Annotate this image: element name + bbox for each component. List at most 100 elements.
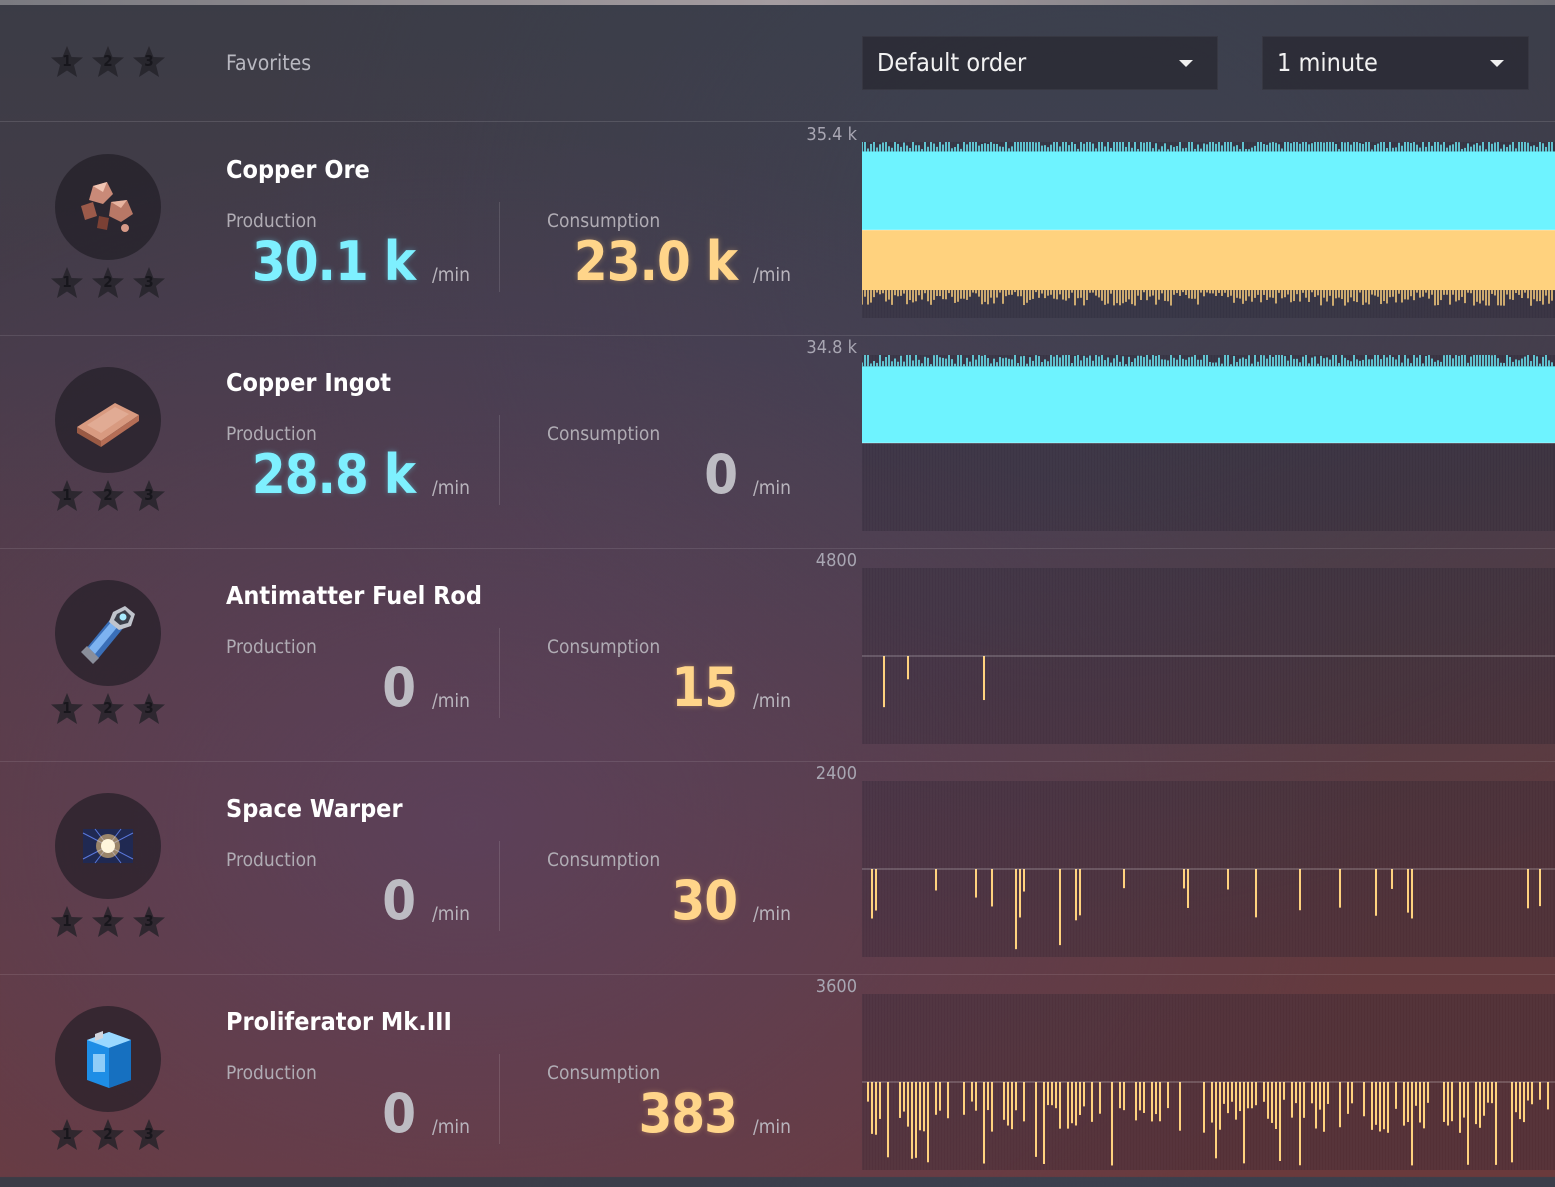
column-divider bbox=[499, 1054, 500, 1144]
consumption-value: 30 bbox=[671, 869, 738, 932]
star-icon bbox=[51, 906, 83, 937]
star-icon bbox=[133, 267, 165, 298]
production-value: 30.1 k bbox=[251, 230, 416, 293]
item-row-copper-ore[interactable]: 1 2 3 Copper Ore Production Consumption … bbox=[0, 122, 1555, 336]
consumption-value: 0 bbox=[704, 443, 738, 506]
star-2-toggle[interactable]: 2 bbox=[91, 1118, 125, 1152]
star-icon bbox=[51, 480, 83, 511]
antimatter-fuel-rod-icon bbox=[81, 606, 135, 664]
item-icon-frame bbox=[55, 793, 161, 899]
item-favorite-stars: 1 2 3 bbox=[50, 266, 166, 300]
consumption-value: 383 bbox=[638, 1082, 738, 1145]
star-number: 3 bbox=[144, 699, 154, 717]
consumption-label: Consumption bbox=[547, 423, 661, 445]
star-icon bbox=[133, 46, 165, 77]
star-number: 3 bbox=[144, 52, 154, 70]
star-number: 3 bbox=[144, 1125, 154, 1143]
production-value: 0 bbox=[382, 656, 416, 719]
star-icon bbox=[92, 46, 124, 77]
star-number: 3 bbox=[144, 273, 154, 291]
star-icon bbox=[92, 1119, 124, 1150]
consumption-label: Consumption bbox=[547, 636, 661, 658]
star-icon bbox=[51, 693, 83, 724]
copper-ingot-icon bbox=[77, 403, 139, 447]
star-number: 1 bbox=[62, 52, 72, 70]
item-name: Antimatter Fuel Rod bbox=[226, 581, 482, 610]
production-value: 0 bbox=[382, 869, 416, 932]
star-3-toggle[interactable]: 3 bbox=[132, 479, 166, 513]
consumption-label: Consumption bbox=[547, 849, 661, 871]
star-2-toggle[interactable]: 2 bbox=[91, 45, 125, 79]
item-name: Copper Ore bbox=[226, 155, 370, 184]
star-icon bbox=[92, 480, 124, 511]
chart-background bbox=[862, 781, 1555, 957]
item-icon-frame bbox=[55, 580, 161, 686]
space-warper-icon bbox=[82, 828, 134, 864]
item-icon-frame bbox=[55, 367, 161, 473]
chart-background bbox=[862, 568, 1555, 744]
star-icon bbox=[51, 1119, 83, 1150]
star-3-toggle[interactable]: 3 bbox=[132, 692, 166, 726]
star-1-toggle[interactable]: 1 bbox=[50, 479, 84, 513]
star-number: 1 bbox=[62, 486, 72, 504]
star-number: 3 bbox=[144, 486, 154, 504]
star-3-toggle[interactable]: 3 bbox=[132, 1118, 166, 1152]
top-accent-line bbox=[0, 0, 1555, 5]
star-1-toggle[interactable]: 1 bbox=[50, 692, 84, 726]
item-favorite-stars: 1 2 3 bbox=[50, 479, 166, 513]
sort-order-value: Default order bbox=[877, 48, 1027, 77]
item-name: Copper Ingot bbox=[226, 368, 392, 397]
star-icon bbox=[92, 693, 124, 724]
production-label: Production bbox=[226, 636, 317, 658]
production-value: 0 bbox=[382, 1082, 416, 1145]
production-value: 28.8 k bbox=[251, 443, 416, 506]
consumption-label: Consumption bbox=[547, 1062, 661, 1084]
production-consumption-chart bbox=[862, 355, 1555, 531]
item-row-antimatter-fuel-rod[interactable]: 1 2 3 Antimatter Fuel Rod Production Con… bbox=[0, 548, 1555, 762]
star-icon bbox=[92, 267, 124, 298]
chevron-down-icon bbox=[1490, 60, 1504, 67]
star-1-toggle[interactable]: 1 bbox=[50, 1118, 84, 1152]
favorites-label: Favorites bbox=[226, 51, 312, 75]
star-2-toggle[interactable]: 2 bbox=[91, 905, 125, 939]
star-number: 1 bbox=[62, 273, 72, 291]
production-unit: /min bbox=[432, 264, 470, 286]
production-label: Production bbox=[226, 423, 317, 445]
item-name: Proliferator Mk.III bbox=[226, 1007, 452, 1036]
chart-max-label: 4800 bbox=[815, 550, 857, 571]
consumption-value: 15 bbox=[671, 656, 738, 719]
item-row-proliferator-mk3[interactable]: 1 2 3 Proliferator Mk.III Production Con… bbox=[0, 974, 1555, 1187]
star-2-toggle[interactable]: 2 bbox=[91, 266, 125, 300]
star-number: 3 bbox=[144, 912, 154, 930]
column-divider bbox=[499, 202, 500, 292]
star-3-toggle[interactable]: 3 bbox=[132, 266, 166, 300]
item-favorite-stars: 1 2 3 bbox=[50, 692, 166, 726]
star-1-toggle[interactable]: 1 bbox=[50, 45, 84, 79]
stats-header: 1 2 3 Favorites Default order 1 minute bbox=[0, 5, 1555, 122]
star-number: 2 bbox=[103, 699, 113, 717]
chart-max-label: 35.4 k bbox=[806, 124, 857, 145]
item-row-copper-ingot[interactable]: 1 2 3 Copper Ingot Production Consumptio… bbox=[0, 335, 1555, 549]
consumption-unit: /min bbox=[753, 1116, 791, 1138]
star-2-toggle[interactable]: 2 bbox=[91, 479, 125, 513]
star-3-toggle[interactable]: 3 bbox=[132, 45, 166, 79]
consumption-label: Consumption bbox=[547, 210, 661, 232]
star-icon bbox=[51, 46, 83, 77]
item-row-space-warper[interactable]: 1 2 3 Space Warper Production Consumptio… bbox=[0, 761, 1555, 975]
consumption-unit: /min bbox=[753, 903, 791, 925]
star-1-toggle[interactable]: 1 bbox=[50, 266, 84, 300]
star-icon bbox=[133, 1119, 165, 1150]
chart-max-label: 3600 bbox=[815, 976, 857, 997]
star-3-toggle[interactable]: 3 bbox=[132, 905, 166, 939]
production-consumption-chart bbox=[862, 781, 1555, 957]
consumption-unit: /min bbox=[753, 477, 791, 499]
production-consumption-chart bbox=[862, 568, 1555, 744]
star-2-toggle[interactable]: 2 bbox=[91, 692, 125, 726]
production-unit: /min bbox=[432, 903, 470, 925]
sort-order-dropdown[interactable]: Default order bbox=[862, 36, 1218, 90]
time-range-dropdown[interactable]: 1 minute bbox=[1262, 36, 1529, 90]
favorites-star-filter: 1 2 3 bbox=[50, 45, 166, 79]
star-1-toggle[interactable]: 1 bbox=[50, 905, 84, 939]
column-divider bbox=[499, 841, 500, 931]
star-number: 2 bbox=[103, 1125, 113, 1143]
